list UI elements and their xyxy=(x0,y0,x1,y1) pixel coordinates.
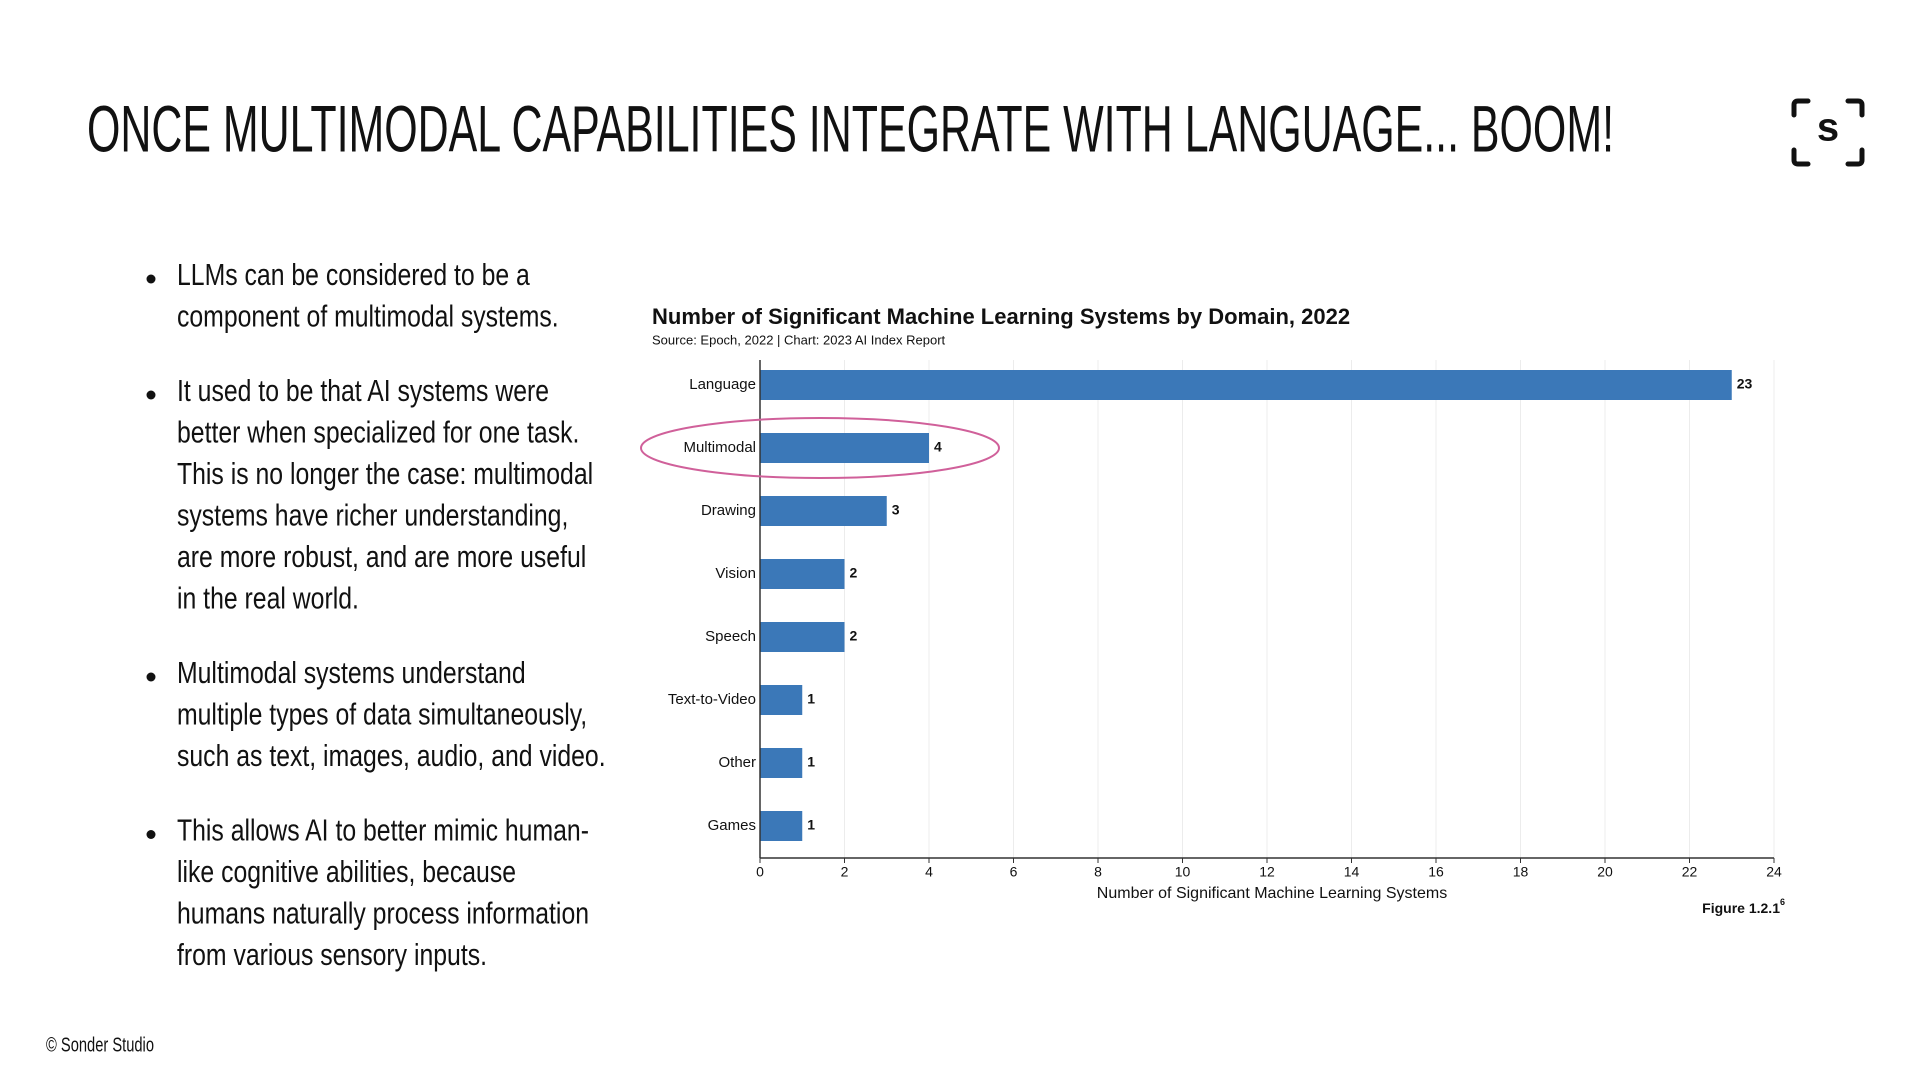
x-tick-label: 18 xyxy=(1513,864,1529,880)
x-tick-label: 6 xyxy=(1010,864,1018,880)
y-tick-label: Speech xyxy=(705,628,756,645)
bullet-text: from various sensory inputs. xyxy=(177,938,487,972)
chart-subtitle: Source: Epoch, 2022 | Chart: 2023 AI Ind… xyxy=(652,332,946,347)
x-tick-label: 12 xyxy=(1259,864,1275,880)
bullet-dot xyxy=(146,672,156,682)
x-axis-title: Number of Significant Machine Learning S… xyxy=(1097,885,1447,902)
logo xyxy=(1791,98,1865,167)
logo-bracket xyxy=(1845,98,1865,118)
footer: © Sonder Studio xyxy=(46,1034,154,1056)
x-tick-label: 24 xyxy=(1766,864,1782,880)
bullet-text: This is no longer the case: multimodal xyxy=(177,457,593,491)
x-tick-label: 10 xyxy=(1175,864,1191,880)
chart-title: Number of Significant Machine Learning S… xyxy=(652,304,1350,329)
logo-bracket xyxy=(1845,147,1865,167)
x-tick-label: 8 xyxy=(1094,864,1102,880)
y-tick-label: Language xyxy=(689,376,756,393)
bullet-text: better when specialized for one task. xyxy=(177,415,579,449)
logo-bracket xyxy=(1791,147,1811,167)
bullet-text: like cognitive abilities, because xyxy=(177,855,516,889)
y-tick-label: Text-to-Video xyxy=(668,691,756,708)
value-label: 1 xyxy=(807,817,815,833)
figure-label: Figure 1.2.16 xyxy=(1702,897,1785,915)
bar xyxy=(760,433,929,463)
x-tick-label: 20 xyxy=(1597,864,1613,880)
x-tick-label: 4 xyxy=(925,864,933,880)
highlight-ellipse xyxy=(640,417,1000,479)
bullet-text: LLMs can be considered to be a xyxy=(177,258,530,292)
y-tick-label: Drawing xyxy=(701,502,756,519)
x-tick-label: 22 xyxy=(1682,864,1698,880)
bar xyxy=(760,559,845,589)
x-tick-label: 14 xyxy=(1344,864,1360,880)
value-label: 2 xyxy=(850,628,858,644)
value-label: 1 xyxy=(807,754,815,770)
y-tick-label: Other xyxy=(718,754,756,771)
bar xyxy=(760,811,803,841)
x-tick-label: 0 xyxy=(756,864,764,880)
bullet-text: systems have richer understanding, xyxy=(177,498,568,532)
bullet-text: Multimodal systems understand xyxy=(177,656,526,690)
value-label: 3 xyxy=(892,502,900,518)
bar xyxy=(760,496,887,526)
bullet-text: component of multimodal systems. xyxy=(177,299,559,333)
value-label: 1 xyxy=(807,691,815,707)
bullet-list: LLMs can be considered to be a component … xyxy=(146,258,606,972)
bullet-text: This allows AI to better mimic human- xyxy=(177,813,589,847)
x-tick-label: 2 xyxy=(841,864,849,880)
bullet-text: It used to be that AI systems were xyxy=(177,374,549,408)
bullet-text: in the real world. xyxy=(177,581,359,615)
figure-note: 6 xyxy=(1780,897,1785,907)
bullet-text: are more robust, and are more useful xyxy=(177,540,586,574)
y-tick-label: Games xyxy=(708,817,756,834)
bar xyxy=(760,370,1732,400)
logo-bracket xyxy=(1791,98,1811,118)
value-label: 23 xyxy=(1737,376,1753,392)
figure-label-text: Figure 1.2.1 xyxy=(1702,900,1780,916)
value-label: 4 xyxy=(934,439,942,455)
slide-title: ONCE MULTIMODAL CAPABILITIES INTEGRATE W… xyxy=(87,91,1614,165)
bullet-dot xyxy=(146,830,156,839)
chart: Number of Significant Machine Learning S… xyxy=(640,304,1785,916)
y-tick-label: Vision xyxy=(715,565,756,582)
bar xyxy=(760,622,845,652)
value-label: 2 xyxy=(850,565,858,581)
x-tick-label: 16 xyxy=(1428,864,1444,880)
bullet-dot xyxy=(146,390,156,400)
bar xyxy=(760,748,803,778)
bar xyxy=(760,685,803,715)
bullet-text: humans naturally process information xyxy=(177,896,589,930)
bullet-text: multiple types of data simultaneously, xyxy=(177,697,587,731)
logo-text: s xyxy=(1817,106,1839,150)
bullet-dot xyxy=(146,274,156,284)
y-tick-label: Multimodal xyxy=(683,439,756,456)
bullet-text: such as text, images, audio, and video. xyxy=(177,739,606,773)
